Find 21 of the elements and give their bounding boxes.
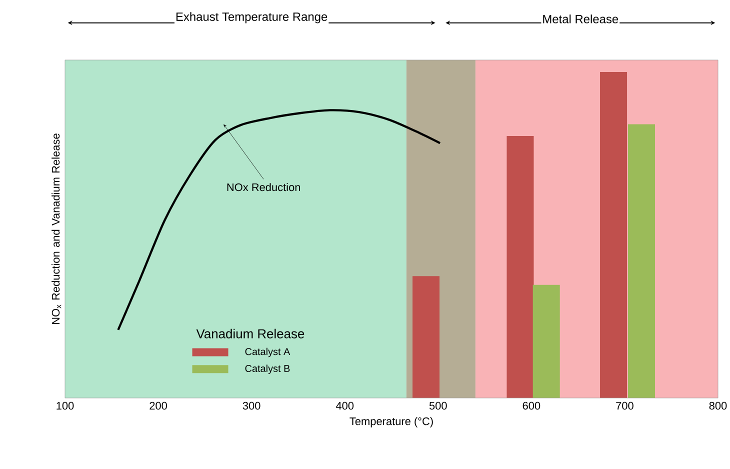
bar [628,124,656,398]
x-tick-label: 400 [336,402,354,410]
annotation: NOx Reduction [227,183,300,192]
x-tick-label: 300 [242,402,260,410]
x-tick-label: 200 [150,402,167,410]
legend-label: Catalyst A [245,348,290,358]
x-tick-label: 600 [522,402,540,410]
text: Exhaust Temperature Range [176,12,328,24]
legend-title: Vanadium Release [196,328,304,338]
bar [506,136,534,398]
x-tick-label: 800 [709,402,727,410]
legend-label: Catalyst B [245,364,290,374]
y-axis-title: NO$_{x}$ Reduction and Vanadium Release [52,134,62,324]
x-tick-label: 100 [56,402,74,410]
bar [600,72,628,398]
bar [412,276,440,398]
bar [532,284,560,398]
x-axis-title: Temperature (°C) [350,417,433,428]
x-tick-label: 700 [616,402,634,410]
text: Metal Release [543,14,618,24]
x-tick-label: 500 [429,402,447,410]
